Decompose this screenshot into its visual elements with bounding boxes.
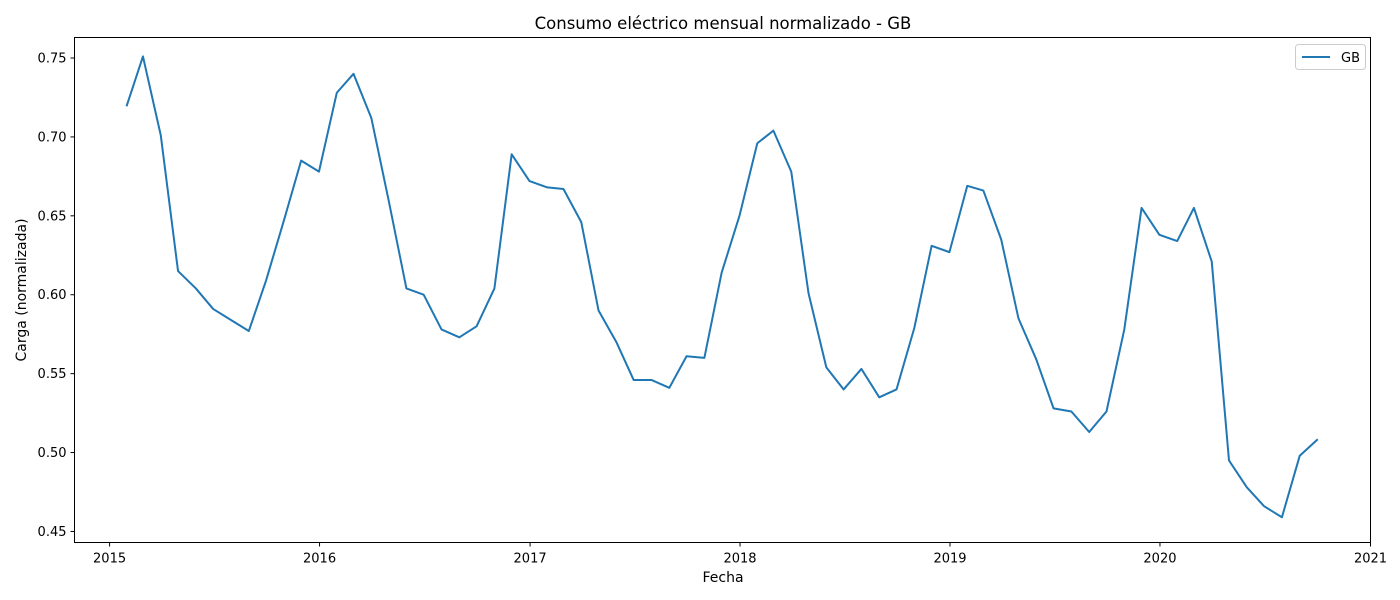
y-tick-label: 0.55 <box>38 367 67 382</box>
x-tick-label: 2021 <box>1354 552 1387 567</box>
x-tick-label: 2018 <box>723 552 756 567</box>
y-tick-label: 0.50 <box>38 446 67 461</box>
y-axis-label: Carga (normalizada) <box>14 218 30 361</box>
y-tick-label: 0.65 <box>38 209 67 224</box>
y-tick-label: 0.45 <box>38 525 67 540</box>
axes-frame <box>74 37 1371 543</box>
chart-title: Consumo eléctrico mensual normalizado - … <box>535 14 912 33</box>
x-tick-label: 2015 <box>93 552 126 567</box>
y-tick-label: 0.75 <box>38 52 67 67</box>
x-tick-label: 2020 <box>1143 552 1176 567</box>
x-tick-label: 2016 <box>303 552 336 567</box>
y-tick-label: 0.60 <box>38 288 67 303</box>
x-axis: 2015 2016 2017 2018 2019 2020 2021 <box>93 542 1387 567</box>
legend: GB <box>1295 44 1366 70</box>
legend-label-gb: GB <box>1341 51 1360 66</box>
plot-area <box>125 55 1319 519</box>
series-line-gb <box>125 55 1319 519</box>
y-axis: 0.45 0.50 0.55 0.60 0.65 0.70 0.75 <box>38 52 75 540</box>
y-tick-label: 0.70 <box>38 130 67 145</box>
x-axis-label: Fecha <box>702 570 743 586</box>
x-tick-label: 2019 <box>933 552 966 567</box>
legend-box <box>1295 44 1366 70</box>
x-tick-label: 2017 <box>514 552 547 567</box>
